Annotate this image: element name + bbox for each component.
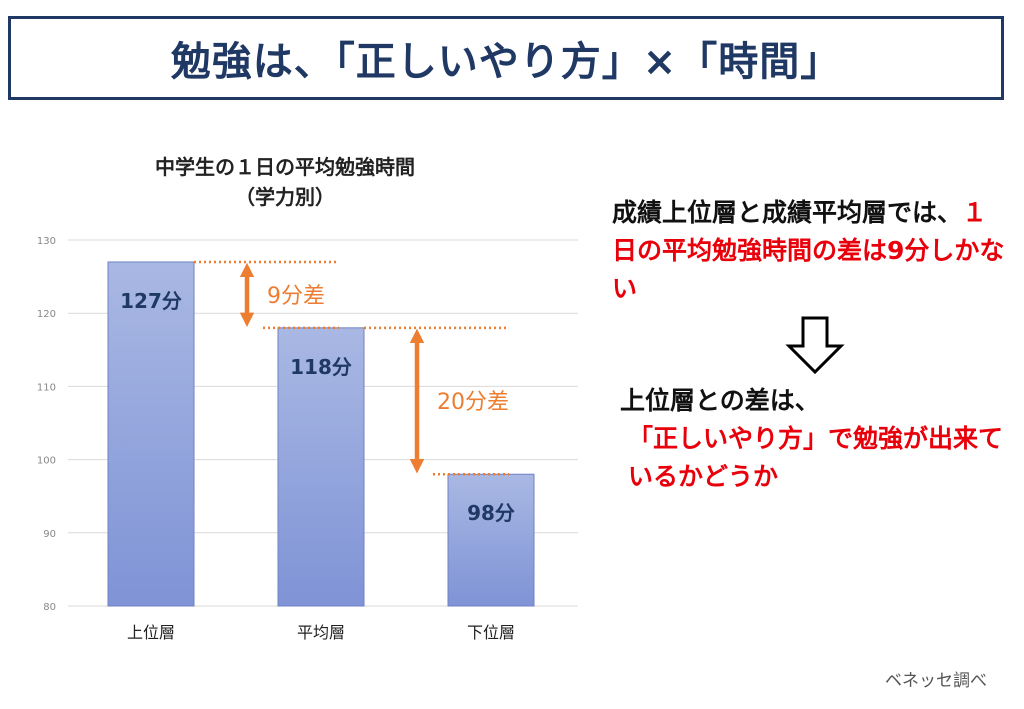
data-label: 127分 xyxy=(120,289,182,313)
down-arrow-icon xyxy=(785,316,845,375)
side-paragraph-3: 「正しいやり方」で勉強が出来ているかどうか xyxy=(628,420,1018,496)
page-title: 勉強は、「正しいやり方」×「時間」 xyxy=(170,39,842,85)
y-tick-label: 110 xyxy=(37,382,56,393)
data-label: 118分 xyxy=(290,355,352,379)
title-box: 勉強は、「正しいやり方」×「時間」 xyxy=(8,16,1004,100)
x-tick-label: 平均層 xyxy=(297,623,345,642)
y-tick-label: 90 xyxy=(43,529,56,540)
difference-label: 9分差 xyxy=(267,284,325,309)
x-tick-label: 下位層 xyxy=(467,623,515,642)
side-paragraph-2: 上位層との差は、 xyxy=(620,382,1020,420)
chart-title-line2: （学力別） xyxy=(235,185,335,209)
source-label: ベネッセ調べ xyxy=(885,671,987,691)
side-text-black-2: 上位層との差は、 xyxy=(620,386,820,415)
chart-title: 中学生の１日の平均勉強時間 （学力別） xyxy=(100,152,470,212)
x-tick-label: 上位層 xyxy=(127,623,175,642)
side-paragraph-1: 成績上位層と成績平均層では、１日の平均勉強時間の差は9分しかない xyxy=(612,194,1012,308)
bar xyxy=(277,327,365,607)
y-tick-label: 100 xyxy=(37,456,56,467)
y-tick-label: 80 xyxy=(43,602,56,613)
y-tick-label: 130 xyxy=(37,236,56,247)
y-tick-label: 120 xyxy=(37,309,56,320)
chart-title-line1: 中学生の１日の平均勉強時間 xyxy=(155,155,415,179)
side-text-black-1: 成績上位層と成績平均層では、 xyxy=(612,198,963,227)
bar xyxy=(107,261,195,607)
side-text-red-1: １日の平均勉強時間の差は9分しかない xyxy=(612,198,1005,303)
difference-label: 20分差 xyxy=(437,390,509,415)
bar xyxy=(447,473,535,607)
side-text-red-2: 「正しいやり方」で勉強が出来ているかどうか xyxy=(628,424,1004,491)
data-label: 98分 xyxy=(467,501,515,525)
